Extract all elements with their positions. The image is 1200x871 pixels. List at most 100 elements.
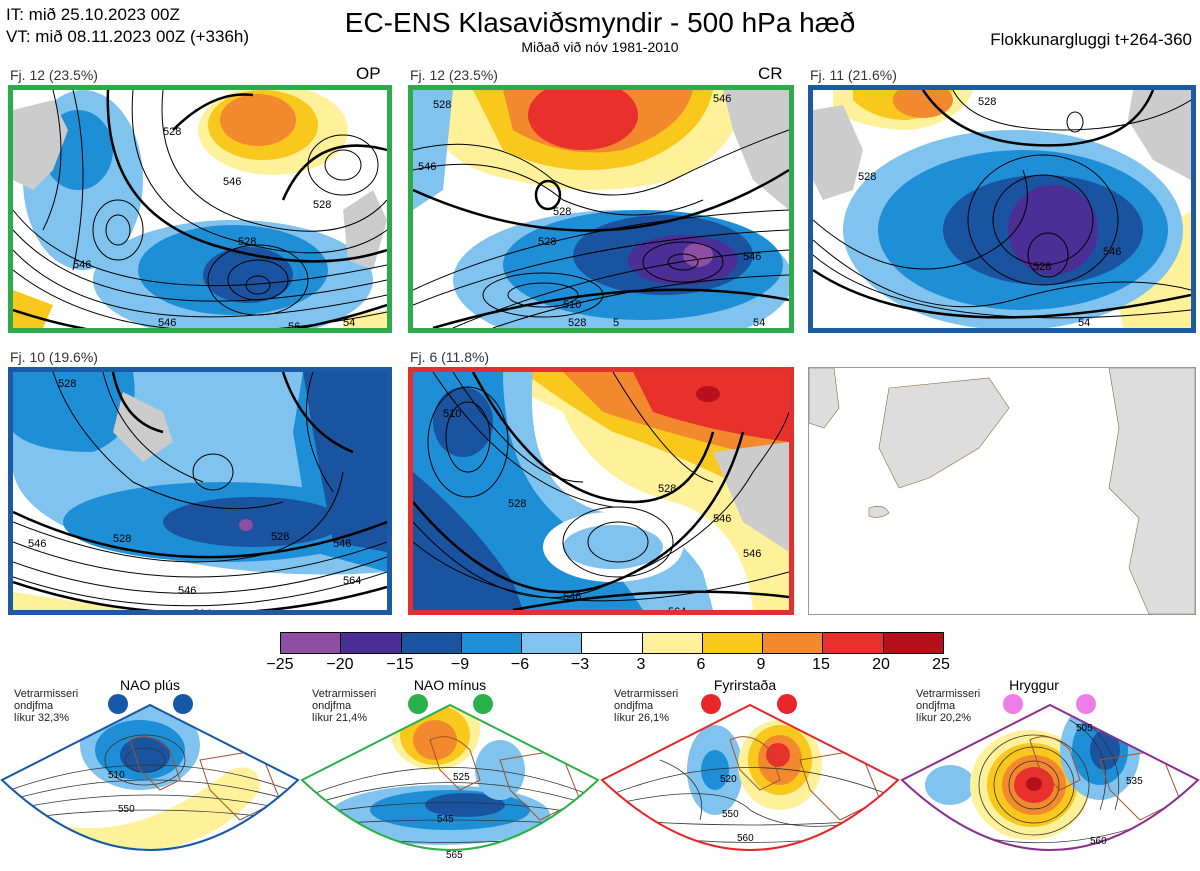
- colorbar-bin: [642, 633, 703, 653]
- regime-info: Vetrarmisseri ondjfma líkur 26,1%: [614, 688, 678, 724]
- colorbar-bin: [702, 633, 764, 653]
- colorbar-tick: 9: [756, 656, 766, 673]
- contour-label: 528: [58, 378, 76, 390]
- contour-label: 545: [437, 814, 454, 825]
- colorbar-tick: −15: [386, 656, 414, 673]
- contour-label: 546: [178, 585, 196, 597]
- colorbar-bin: [281, 633, 342, 653]
- contour-label: 550: [722, 809, 739, 820]
- cluster-map-5: 510 528 528 546 546 546 564: [408, 367, 794, 615]
- panel-1-tag: OP: [356, 64, 381, 83]
- contour-label: 546: [743, 251, 761, 263]
- colorbar-bin: [461, 633, 523, 653]
- contour-label: 546: [713, 513, 731, 525]
- regime-info: Vetrarmisseri ondjfma líkur 21,4%: [312, 688, 376, 724]
- cluster-map-3: 528 528 528 546 54: [808, 85, 1196, 333]
- colorbar-bin: [823, 633, 884, 653]
- regime-map-blocking: 520 550 560: [600, 703, 900, 851]
- regime-dot: [1076, 694, 1096, 714]
- contour-label: 564: [343, 575, 361, 587]
- colorbar-tick: −9: [450, 656, 470, 673]
- regime-dot: [777, 694, 797, 714]
- contour-label: 546: [28, 538, 46, 550]
- contour-label: 528: [113, 533, 131, 545]
- page-subtitle: Miðað við nóv 1981-2010: [521, 39, 679, 55]
- contour-label: 564: [193, 608, 211, 610]
- cluster-map-1: 528 546 528 528 546 546 54 56: [8, 85, 392, 333]
- classification-window: Flokkunargluggi t+264-360: [990, 30, 1192, 49]
- regime-probability: líkur 20,2%: [916, 712, 972, 724]
- contour-label: 546: [563, 591, 581, 603]
- contour-label: 5: [613, 317, 619, 328]
- contour-label: 546: [73, 259, 91, 271]
- contour-label: 54: [753, 317, 765, 328]
- contour-label: 520: [720, 774, 737, 785]
- contour-label: 565: [446, 850, 463, 861]
- regime-info: Vetrarmisseri ondjfma líkur 32,3%: [14, 688, 78, 724]
- anomaly-colorbar: [280, 632, 944, 654]
- colorbar-tick: 25: [932, 656, 950, 673]
- colorbar-tick: −6: [510, 656, 530, 673]
- colorbar-bin: [582, 633, 643, 653]
- contour-label: 528: [538, 236, 556, 248]
- colorbar-bin: [341, 633, 402, 653]
- contour-label: 560: [1090, 836, 1107, 847]
- contour-label: 546: [743, 548, 761, 560]
- contour-label: 546: [158, 317, 176, 328]
- contour-label: 54: [1078, 317, 1090, 328]
- panel-2-label: Fj. 12 (23.5%): [410, 67, 498, 83]
- regime-probability: líkur 26,1%: [614, 712, 670, 724]
- blank-base-map: [808, 367, 1196, 615]
- colorbar-bin: [883, 633, 943, 653]
- contour-label: 528: [313, 199, 331, 211]
- regime-probability: líkur 32,3%: [14, 712, 70, 724]
- contour-label: 528: [1033, 261, 1051, 273]
- panel-3-label: Fj. 11 (21.6%): [810, 67, 897, 83]
- panel-1-label: Fj. 12 (23.5%): [10, 67, 98, 83]
- contour-label: 546: [333, 538, 351, 550]
- colorbar-tick: −20: [326, 656, 354, 673]
- colorbar-tick: 3: [636, 656, 646, 673]
- colorbar-tick: 15: [812, 656, 830, 673]
- contour-label: 528: [978, 96, 996, 108]
- colorbar-tick: 20: [872, 656, 890, 673]
- contour-label: 528: [568, 317, 586, 328]
- contour-label: 525: [453, 772, 470, 783]
- contour-label: 528: [858, 171, 876, 183]
- regime-title: NAO mínus: [413, 677, 487, 693]
- regime-season: Vetrarmisseri: [14, 688, 79, 700]
- regime-dot: [473, 694, 493, 714]
- regime-dot: [701, 694, 721, 714]
- colorbar-bin: [401, 633, 462, 653]
- panel-4-label: Fj. 10 (19.6%): [10, 349, 98, 365]
- regime-dot: [1003, 694, 1023, 714]
- contour-label: 528: [271, 531, 289, 543]
- regime-map-ridge: 505 535 560: [900, 703, 1200, 851]
- regime-months: ondjfma: [916, 700, 956, 712]
- colorbar-tick: −3: [570, 656, 590, 673]
- contour-label: 546: [223, 176, 241, 188]
- regime-map-nao-minus: 525 545 565: [300, 703, 600, 861]
- page-title: EC-ENS Klasaviðsmyndir - 500 hPa hæð: [344, 7, 856, 38]
- contour-label: 546: [713, 93, 731, 105]
- initial-time: IT: mið 25.10.2023 00Z: [6, 5, 180, 24]
- header-times: IT: mið 25.10.2023 00Z VT: mið 08.11.202…: [6, 4, 249, 48]
- regime-season: Vetrarmisseri: [312, 688, 377, 700]
- regime-dot: [408, 694, 428, 714]
- contour-label: 510: [108, 770, 125, 781]
- contour-label: 550: [118, 804, 135, 815]
- contour-label: 54: [343, 317, 355, 328]
- cluster-map-4: 528 546 528 528 546 564 564 546: [8, 367, 392, 615]
- contour-label: 560: [737, 833, 754, 844]
- contour-label: 528: [508, 498, 526, 510]
- colorbar-bin: [763, 633, 824, 653]
- cluster-map-2: 546 528 528 528 546 510 528 546 54 5: [408, 85, 794, 333]
- regime-season: Vetrarmisseri: [614, 688, 679, 700]
- contour-label: 528: [163, 126, 181, 138]
- panel-2-tag: CR: [758, 64, 783, 83]
- regime-dot: [173, 694, 193, 714]
- regime-months: ondjfma: [614, 700, 654, 712]
- contour-label: 528: [553, 206, 571, 218]
- contour-label: 510: [443, 408, 461, 420]
- contour-label: 528: [658, 483, 676, 495]
